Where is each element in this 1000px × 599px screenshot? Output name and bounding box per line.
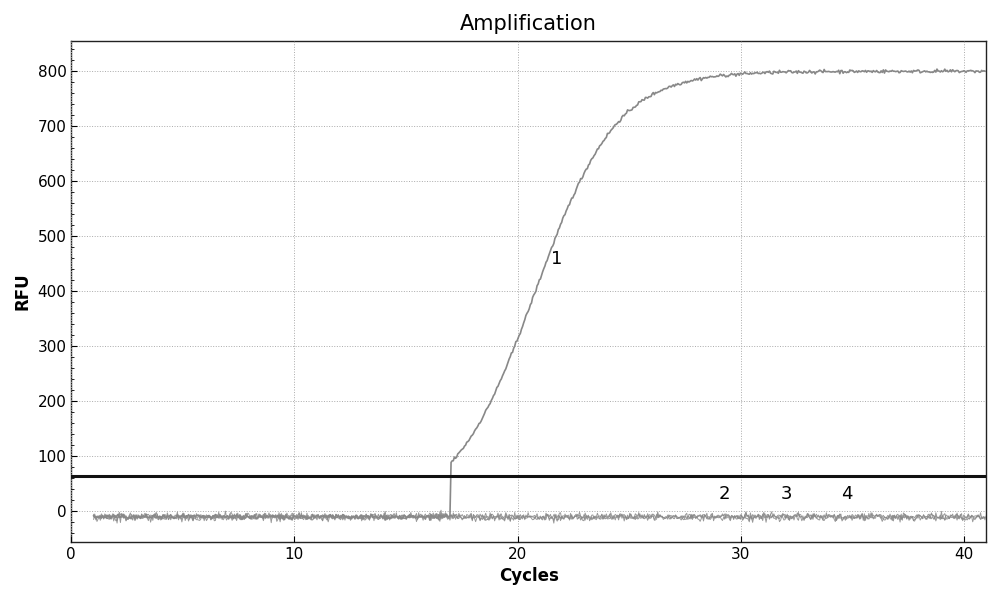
Text: 3: 3 — [781, 485, 792, 503]
Text: 2: 2 — [718, 485, 730, 503]
Y-axis label: RFU: RFU — [14, 273, 32, 310]
X-axis label: Cycles: Cycles — [499, 567, 559, 585]
Title: Amplification: Amplification — [460, 14, 597, 34]
Text: 1: 1 — [551, 250, 562, 268]
Text: 4: 4 — [841, 485, 853, 503]
